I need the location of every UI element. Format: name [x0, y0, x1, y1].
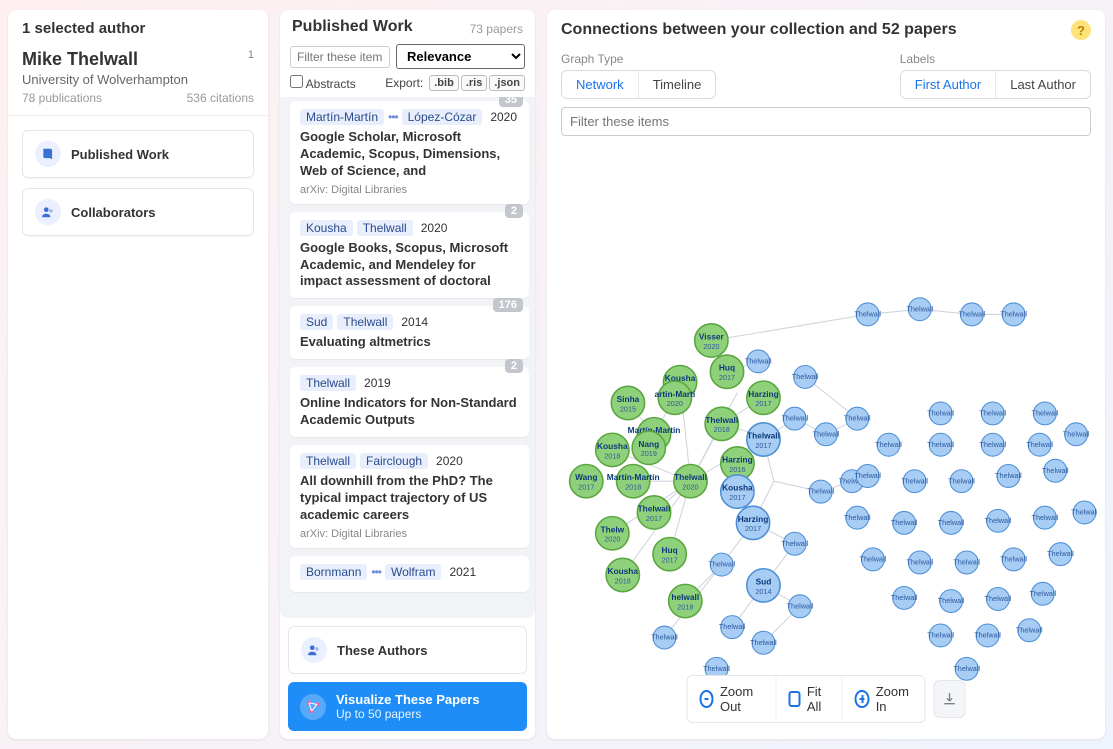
author-university: University of Wolverhampton	[22, 72, 254, 87]
sidebar-item-collaborators[interactable]: Collaborators	[22, 188, 254, 236]
tab-timeline[interactable]: Timeline	[638, 71, 716, 98]
more-authors-icon[interactable]: •••	[371, 565, 381, 579]
zoom-in-button[interactable]: Zoom In	[842, 676, 924, 722]
people-icon	[301, 637, 327, 663]
visualize-papers-button[interactable]: Visualize These Papers Up to 50 papers	[288, 682, 527, 731]
paper-card[interactable]: 176SudThelwall2014Evaluating altmetrics	[290, 306, 529, 359]
these-authors-label: These Authors	[337, 643, 428, 658]
paper-title: Evaluating altmetrics	[300, 334, 519, 351]
author-card[interactable]: Mike Thelwall 1 University of Wolverhamp…	[8, 41, 268, 116]
tab-network[interactable]: Network	[562, 71, 638, 98]
these-authors-button[interactable]: These Authors	[288, 626, 527, 674]
filter-papers-input[interactable]	[290, 46, 390, 68]
paper-title: Google Books, Scopus, Microsoft Academic…	[300, 240, 519, 291]
paper-title: All downhill from the PhD? The typical i…	[300, 473, 519, 524]
selected-header: 1 selected author	[8, 10, 268, 41]
network-graph[interactable]: Visser2020Kousha2018Huq2017Sinha2015arti…	[555, 148, 1097, 731]
zoom-out-icon	[700, 690, 714, 708]
paper-title: Google Scholar, Microsoft Academic, Scop…	[300, 129, 519, 180]
citation-badge: 2	[505, 204, 523, 218]
paper-count: 73 papers	[470, 22, 523, 36]
fit-icon	[788, 691, 801, 707]
paper-year: 2020	[421, 221, 448, 235]
fit-all-button[interactable]: Fit All	[775, 676, 842, 722]
zoom-in-icon	[855, 690, 870, 708]
labels-toggle: First Author Last Author	[900, 70, 1091, 99]
paper-card[interactable]: 35Martín-Martín•••López-Cózar2020Google …	[290, 101, 529, 204]
export-bib[interactable]: .bib	[429, 75, 459, 91]
author-tag[interactable]: Fairclough	[360, 453, 428, 469]
paper-card[interactable]: ThelwallFairclough 2020 All downhill from …	[290, 445, 529, 548]
author-name: Mike Thelwall	[22, 49, 138, 70]
author-pub-count: 78 publications	[22, 91, 102, 105]
sidebar-label-collaborators: Collaborators	[71, 205, 156, 220]
graph-type-toggle: Network Timeline	[561, 70, 716, 99]
citation-badge: 2	[505, 359, 523, 373]
paper-year: 2020	[490, 110, 517, 124]
author-badge: 1	[248, 49, 254, 61]
sidebar-item-published[interactable]: Published Work	[22, 130, 254, 178]
citation-badge: 35	[499, 97, 523, 107]
connections-panel: Connections between your collection and …	[547, 10, 1105, 739]
paper-card[interactable]: 2KoushaThelwall2020Google Books, Scopus,…	[290, 212, 529, 299]
author-tag[interactable]: Thelwall	[300, 453, 356, 469]
paper-source: arXiv: Digital Libraries	[300, 184, 519, 196]
author-tag[interactable]: Thelwall	[357, 220, 413, 236]
author-tag[interactable]: Thelwall	[300, 375, 356, 391]
export-label: Export:	[385, 76, 423, 90]
abstracts-toggle[interactable]: Abstracts	[290, 75, 356, 91]
people-icon	[35, 199, 61, 225]
graph-type-label: Graph Type	[561, 52, 716, 66]
paper-year: 2021	[449, 565, 476, 579]
paper-source: arXiv: Digital Libraries	[300, 528, 519, 540]
abstracts-checkbox[interactable]	[290, 75, 303, 88]
tab-first-author[interactable]: First Author	[901, 71, 995, 98]
visualize-label: Visualize These Papers	[336, 692, 480, 707]
network-icon	[300, 694, 326, 720]
zoom-toolbar: Zoom Out Fit All Zoom In	[687, 675, 966, 723]
download-button[interactable]	[933, 680, 965, 718]
paper-card[interactable]: Bornmann ••• Wolfram 2021	[290, 556, 529, 592]
author-tag[interactable]: Wolfram	[385, 564, 441, 580]
filter-graph-input[interactable]	[561, 107, 1091, 136]
connections-title: Connections between your collection and …	[561, 21, 957, 39]
paper-year: 2019	[364, 376, 391, 390]
paper-title: Online Indicators for Non-Standard Acade…	[300, 395, 519, 429]
paper-year: 2020	[436, 454, 463, 468]
book-icon	[35, 141, 61, 167]
author-tag[interactable]: Thelwall	[337, 314, 393, 330]
more-authors-icon[interactable]: •••	[388, 110, 398, 124]
author-tag[interactable]: Martín-Martín	[300, 109, 384, 125]
author-tag[interactable]: López-Cózar	[402, 109, 483, 125]
zoom-out-button[interactable]: Zoom Out	[688, 676, 776, 722]
citation-badge: 176	[493, 298, 523, 312]
export-json[interactable]: .json	[489, 75, 525, 91]
author-tag[interactable]: Bornmann	[300, 564, 367, 580]
selected-author-panel: 1 selected author Mike Thelwall 1 Univer…	[8, 10, 268, 739]
author-cite-count: 536 citations	[187, 91, 254, 105]
author-tag[interactable]: Sud	[300, 314, 333, 330]
tab-last-author[interactable]: Last Author	[995, 71, 1090, 98]
download-icon	[941, 691, 957, 707]
labels-label: Labels	[900, 52, 1091, 66]
author-tag[interactable]: Kousha	[300, 220, 353, 236]
sidebar-label-published: Published Work	[71, 147, 169, 162]
visualize-sub: Up to 50 papers	[336, 707, 480, 721]
published-title: Published Work	[292, 18, 413, 36]
paper-card[interactable]: 2Thelwall2019Online Indicators for Non-S…	[290, 367, 529, 437]
help-icon[interactable]: ?	[1071, 20, 1091, 40]
paper-list[interactable]: 35 Martín-Martín ••• López-Cózar 2020 Google …	[280, 97, 535, 618]
sort-select[interactable]: Relevance	[396, 44, 525, 69]
paper-year: 2014	[401, 315, 428, 329]
published-work-panel: Published Work 73 papers Relevance Abstr…	[280, 10, 535, 739]
export-ris[interactable]: .ris	[461, 75, 488, 91]
